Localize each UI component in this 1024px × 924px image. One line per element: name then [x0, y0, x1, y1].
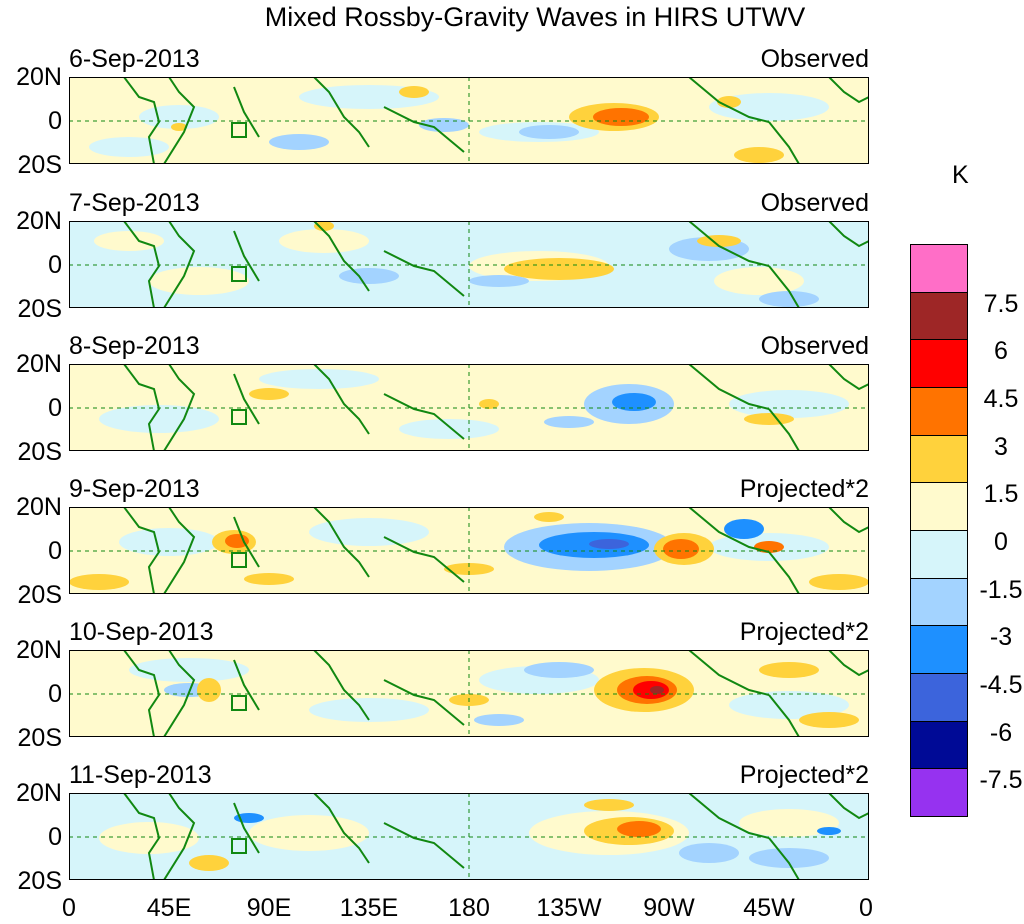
- colorbar-swatch: [910, 673, 968, 722]
- colorbar-swatch: [910, 291, 968, 341]
- panel-date: 8-Sep-2013: [69, 332, 200, 360]
- y-tick: 0: [48, 107, 62, 135]
- panel-date: 7-Sep-2013: [69, 189, 200, 217]
- y-tick: 20N: [16, 63, 62, 91]
- map-panel-3: 8-Sep-2013 Observed 20N 0 20S: [16, 332, 869, 465]
- colorbar-swatch: [910, 768, 968, 817]
- panel-type-label: Observed: [760, 45, 869, 73]
- colorbar-level-label: 3: [994, 432, 1008, 461]
- x-tick: 135E: [339, 894, 399, 922]
- map-panel-5: 10-Sep-2013 Projected*2: [16, 618, 869, 751]
- x-tick: 0: [62, 894, 76, 922]
- x-tick: 90E: [246, 894, 292, 922]
- map-field: [69, 793, 869, 880]
- x-tick: 45W: [743, 894, 795, 922]
- y-tick: 20N: [16, 350, 62, 378]
- y-tick: 20S: [17, 581, 62, 609]
- panel-type-label: Observed: [760, 189, 869, 217]
- panel-type-label: Projected*2: [739, 761, 869, 789]
- colorbar-swatch: [910, 434, 968, 484]
- x-axis-ticks: 0 45E 90E 135E 180 135W 90W 45W 0: [62, 894, 873, 924]
- panel-date: 9-Sep-2013: [69, 475, 200, 503]
- map-field: [69, 650, 869, 737]
- y-tick: 20N: [16, 493, 62, 521]
- panel-date: 11-Sep-2013: [69, 761, 212, 789]
- panel-type-label: Projected*2: [739, 618, 869, 646]
- colorbar-level-label: 6: [994, 337, 1008, 366]
- colorbar-swatch: [910, 482, 968, 531]
- panel-type-label: Observed: [760, 332, 869, 360]
- x-tick: 45E: [146, 894, 192, 922]
- colorbar-level-label: -6: [989, 718, 1013, 747]
- colorbar-level-label: -1.5: [979, 575, 1023, 604]
- map-field: [69, 77, 869, 164]
- y-tick: 20N: [16, 636, 62, 664]
- colorbar-level-label: -7.5: [979, 766, 1023, 795]
- y-tick: 20S: [17, 724, 62, 752]
- colorbar-level-label: -3: [989, 623, 1013, 652]
- map-panel-4: 9-Sep-2013 Projected*2: [16, 475, 869, 608]
- x-tick: 90W: [643, 894, 695, 922]
- colorbar-level-label: 7.5: [983, 289, 1019, 318]
- x-tick: 180: [448, 894, 490, 922]
- map-panel-6: 11-Sep-2013 Projected*2 20N 0 20S: [16, 761, 869, 894]
- y-tick: 20S: [17, 438, 62, 466]
- map-field: [69, 364, 869, 451]
- map-field: [69, 507, 869, 594]
- colorbar-level-label: 1.5: [983, 480, 1019, 509]
- colorbar-level-label: -4.5: [979, 671, 1023, 699]
- panel-date: 10-Sep-2013: [69, 618, 214, 646]
- colorbar-swatch: [910, 577, 968, 627]
- colorbar-swatch: [910, 244, 968, 293]
- panel-date: 6-Sep-2013: [69, 45, 200, 73]
- colorbar-unit: K: [952, 161, 969, 189]
- colorbar-swatch: [910, 625, 968, 674]
- colorbar-level-label: 0: [994, 528, 1008, 556]
- panel-type-label: Projected*2: [739, 475, 869, 503]
- y-tick: 0: [48, 394, 62, 422]
- y-tick: 0: [48, 537, 62, 565]
- colorbar-level-label: 4.5: [983, 385, 1019, 413]
- map-field: [69, 221, 869, 308]
- x-tick: 0: [859, 894, 873, 922]
- y-tick: 20N: [16, 207, 62, 235]
- y-tick: 20N: [16, 779, 62, 807]
- colorbar-swatch: [910, 339, 968, 388]
- y-tick: 20S: [17, 867, 62, 895]
- colorbar-swatch: [910, 530, 968, 579]
- y-tick: 0: [48, 680, 62, 708]
- colorbar: [910, 244, 968, 817]
- map-panel-2: 7-Sep-2013 Observed 20N 0 20S: [16, 189, 869, 322]
- colorbar-swatch: [910, 387, 968, 436]
- y-tick: 20S: [17, 151, 62, 179]
- y-tick: 20S: [17, 295, 62, 323]
- figure-title: Mixed Rossby-Gravity Waves in HIRS UTWV: [264, 2, 806, 32]
- colorbar-swatch: [910, 720, 968, 770]
- y-tick: 0: [48, 251, 62, 279]
- x-tick: 135W: [536, 894, 602, 922]
- y-tick: 0: [48, 823, 62, 851]
- map-panel-1: 6-Sep-2013 Observed 20N 0: [16, 45, 869, 178]
